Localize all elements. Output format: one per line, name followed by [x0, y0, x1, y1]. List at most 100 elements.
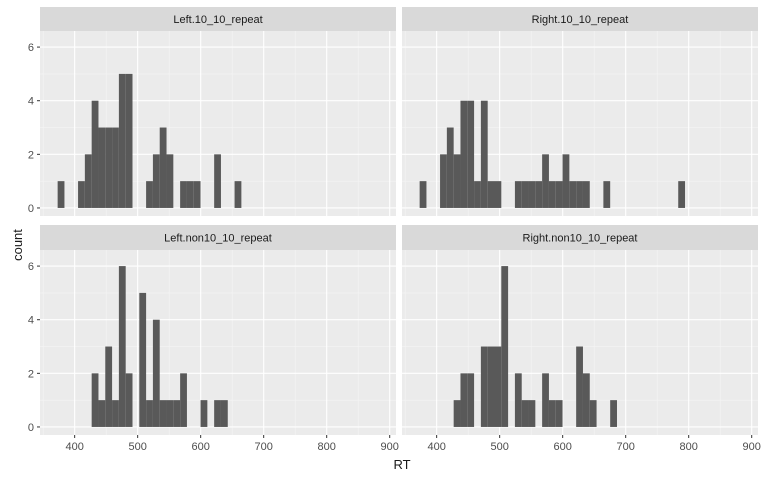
histogram-bar — [548, 400, 556, 427]
histogram-bar — [542, 373, 549, 427]
histogram-bar — [234, 181, 242, 208]
histogram-bar — [105, 346, 113, 427]
histogram-bar — [555, 181, 563, 208]
histogram-bar — [57, 181, 65, 208]
histogram-bar — [159, 127, 167, 208]
y-tick-label: 0 — [28, 203, 34, 215]
facet-title: Left.10_10_repeat — [173, 14, 262, 26]
histogram-bar — [112, 127, 119, 208]
histogram-bar — [480, 100, 488, 208]
histogram-bar — [146, 400, 153, 427]
histogram-bar — [528, 181, 536, 208]
histogram-bar — [98, 400, 106, 427]
y-tick-label: 0 — [28, 422, 34, 434]
histogram-bar — [453, 154, 461, 208]
facet-title: Right.non10_10_repeat — [523, 233, 638, 245]
x-tick-label: 600 — [191, 441, 209, 453]
histogram-bar — [159, 400, 167, 427]
histogram-bar — [166, 154, 174, 208]
histogram-bar — [610, 400, 617, 427]
x-tick-label: 900 — [381, 441, 399, 453]
histogram-bar — [118, 266, 126, 427]
histogram-bar — [576, 181, 583, 208]
y-tick-label: 2 — [28, 368, 34, 380]
facet-strip — [402, 7, 758, 31]
facet-panel: Right.non10_10_repeat 400 500 600 700 800 900 — [402, 225, 761, 453]
y-axis-title: count — [10, 229, 25, 261]
histogram-bar — [125, 373, 133, 427]
histogram-bar — [91, 100, 99, 208]
y-tick-label: 4 — [28, 96, 34, 108]
histogram-bar — [125, 73, 133, 208]
histogram-bar — [582, 373, 590, 427]
x-tick-label: 700 — [255, 441, 273, 453]
histogram-bar — [589, 400, 597, 427]
x-tick-label: 600 — [553, 441, 571, 453]
histogram-bar — [146, 181, 153, 208]
y-tick-label: 6 — [28, 261, 34, 273]
histogram-bar — [453, 400, 461, 427]
histogram-bar — [480, 346, 488, 427]
histogram-bar — [173, 400, 181, 427]
histogram-bar — [214, 400, 221, 427]
histogram-bar — [542, 154, 549, 208]
histogram-bar — [220, 400, 228, 427]
histogram-bar — [494, 346, 502, 427]
histogram-bar — [487, 181, 495, 208]
histogram-bar — [200, 400, 208, 427]
histogram-bar — [467, 373, 475, 427]
histogram-bar — [582, 181, 590, 208]
histogram-bar — [460, 100, 468, 208]
histogram-bar — [514, 181, 522, 208]
facet-panel: Right.10_10_repeat — [402, 7, 758, 216]
x-tick-label: 500 — [490, 441, 508, 453]
histogram-bar — [139, 292, 147, 427]
histogram-bar — [84, 154, 92, 208]
histogram-bar — [166, 400, 174, 427]
x-tick-label: 800 — [680, 441, 698, 453]
histogram-bar — [528, 400, 536, 427]
histogram-bar — [91, 373, 99, 427]
histogram-bar — [521, 400, 529, 427]
histogram-bar — [98, 127, 106, 208]
histogram-bar — [180, 373, 187, 427]
x-tick-label: 800 — [318, 441, 336, 453]
facet-title: Left.non10_10_repeat — [164, 233, 272, 245]
histogram-bar — [474, 181, 481, 208]
histogram-bar — [180, 181, 187, 208]
histogram-bar — [193, 181, 201, 208]
histogram-bar — [467, 100, 475, 208]
x-tick-label: 700 — [617, 441, 635, 453]
x-tick-label: 400 — [427, 441, 445, 453]
histogram-bar — [152, 154, 160, 208]
histogram-bar — [186, 181, 194, 208]
histogram-bar — [112, 400, 119, 427]
facet-strip — [40, 7, 396, 31]
histogram-bar — [501, 266, 509, 427]
histogram-bar — [562, 154, 570, 208]
x-tick-label: 500 — [128, 441, 146, 453]
x-axis-title: RT — [393, 457, 410, 472]
y-tick-label: 6 — [28, 42, 34, 54]
histogram-bar — [214, 154, 221, 208]
y-tick-label: 2 — [28, 149, 34, 161]
histogram-bar — [78, 181, 85, 208]
histogram-bar — [548, 181, 556, 208]
histogram-bar — [419, 181, 427, 208]
histogram-bar — [678, 181, 686, 208]
histogram-bar — [487, 346, 495, 427]
panels-layer: Left.10_10_repeat 0 2 4 6 Right.10_10_repeat L… — [28, 7, 761, 453]
histogram-bar — [494, 181, 502, 208]
y-tick-label: 4 — [28, 315, 34, 327]
x-tick-label: 900 — [743, 441, 761, 453]
histogram-bar — [555, 400, 563, 427]
histogram-bar — [460, 373, 468, 427]
histogram-bar — [118, 73, 126, 208]
histogram-bar — [440, 154, 447, 208]
histogram-bar — [105, 127, 113, 208]
histogram-bar — [603, 181, 611, 208]
facet-title: Right.10_10_repeat — [532, 14, 629, 26]
histogram-bar — [514, 373, 522, 427]
histogram-bar — [569, 181, 577, 208]
